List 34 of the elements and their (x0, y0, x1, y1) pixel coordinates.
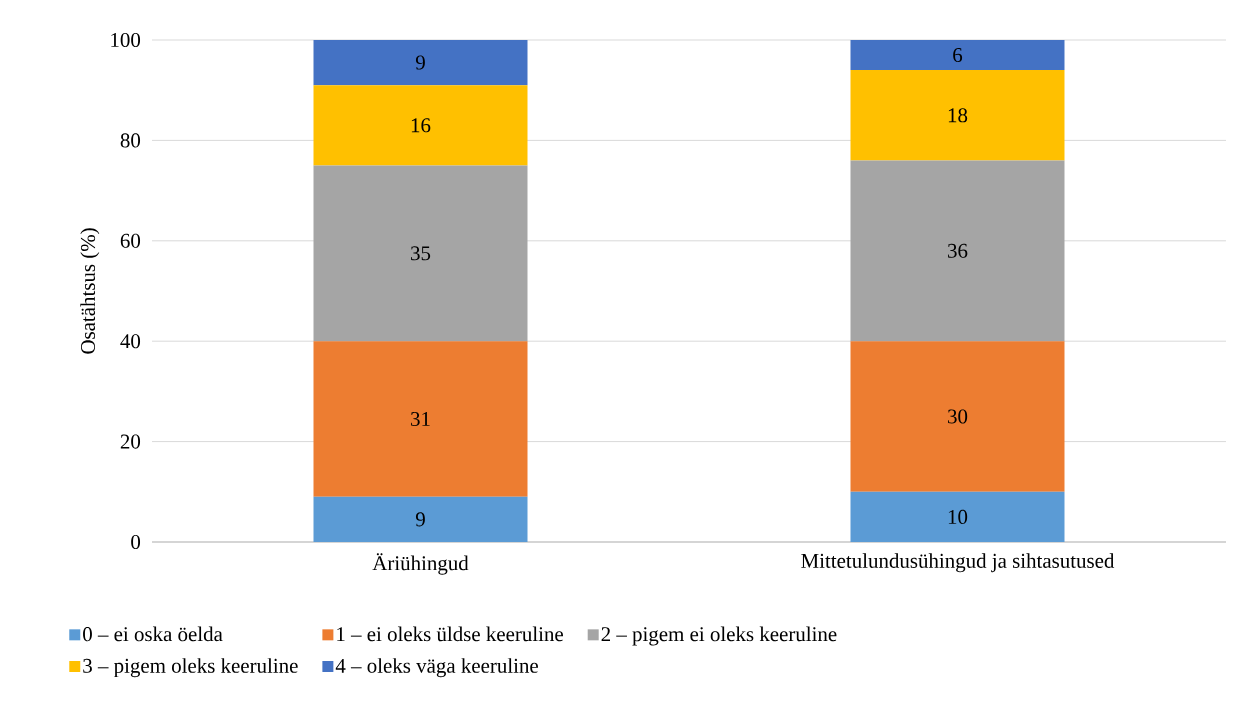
bar (850, 70, 1065, 161)
data-label: 16 (411, 118, 431, 133)
bar (850, 491, 1065, 542)
data-label: 18 (948, 108, 968, 123)
x-tick-label: Mittetulundusühingud ja sihtasutused (801, 553, 1115, 573)
data-label: 35 (411, 246, 431, 261)
data-label: 9 (415, 55, 425, 70)
y-tick-label: 80 (120, 133, 141, 148)
legend-label: 4 – oleks väga keeruline (335, 658, 538, 678)
bar (313, 40, 528, 86)
bar (313, 341, 528, 497)
legend-label: 0 – ei oska öelda (83, 626, 223, 642)
legend-label: 1 – ei oleks üldse keeruline (337, 626, 563, 642)
bar (850, 341, 1065, 492)
data-label: 6 (953, 48, 963, 63)
data-label: 31 (411, 411, 430, 427)
x-tick-label: Äriühingud (372, 553, 469, 575)
data-label: 30 (948, 409, 968, 424)
legend-label: 3 – pigem oleks keeruline (83, 658, 298, 678)
y-tick-label: 100 (111, 32, 141, 48)
data-label: 36 (948, 243, 968, 258)
bar (850, 160, 1065, 342)
bar (313, 496, 528, 542)
bar (313, 165, 528, 342)
legend-label: 2 – pigem ei oleks keeruline (601, 626, 837, 646)
y-tick-label: 40 (120, 334, 141, 349)
y-tick-label: 60 (120, 233, 141, 248)
y-axis-title: Osatähtsus (%) (80, 228, 100, 354)
y-tick-label: 0 (131, 534, 141, 550)
y-tick-label: 20 (120, 434, 141, 449)
bar (313, 85, 528, 166)
data-label: 10 (948, 509, 968, 524)
bar (850, 40, 1065, 71)
data-label: 9 (415, 512, 425, 527)
